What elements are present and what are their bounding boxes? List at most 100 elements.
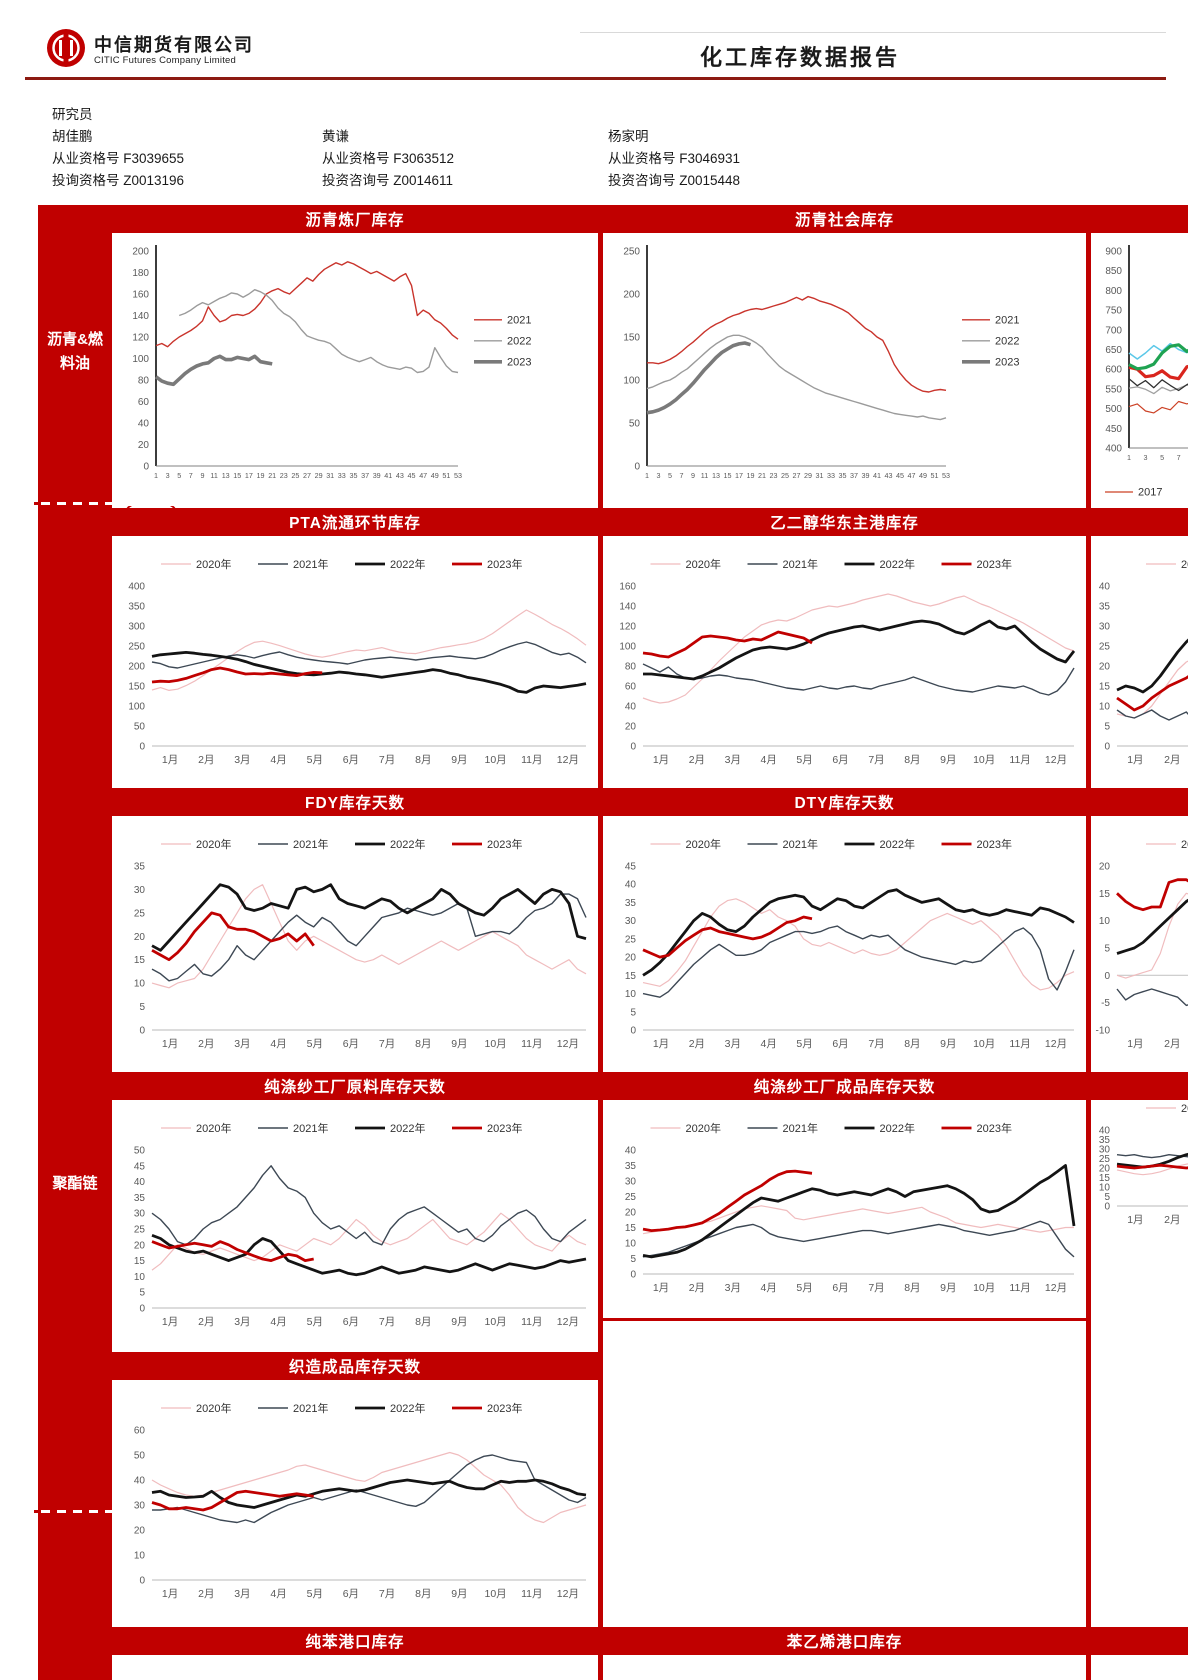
svg-text:9: 9 (691, 471, 695, 480)
svg-text:2023年: 2023年 (487, 1121, 522, 1135)
report-title: 化工库存数据报告 (699, 45, 900, 70)
svg-text:2022年: 2022年 (390, 837, 425, 851)
svg-text:400: 400 (128, 582, 145, 593)
svg-text:30: 30 (134, 1209, 146, 1220)
svg-text:2017: 2017 (1138, 487, 1162, 499)
svg-text:30: 30 (134, 885, 146, 896)
header-top-divider (580, 32, 1166, 33)
svg-text:5: 5 (668, 471, 672, 480)
svg-text:5: 5 (177, 471, 181, 480)
svg-text:5月: 5月 (796, 754, 812, 766)
svg-text:40: 40 (134, 1476, 146, 1487)
svg-text:500: 500 (1105, 404, 1122, 415)
svg-text:19: 19 (747, 471, 755, 480)
svg-text:35: 35 (839, 471, 847, 480)
svg-text:200: 200 (128, 662, 145, 673)
svg-text:35: 35 (625, 1161, 637, 1172)
svg-text:0: 0 (143, 462, 149, 473)
svg-text:1月: 1月 (653, 1038, 669, 1050)
svg-text:2023年: 2023年 (487, 837, 522, 851)
svg-text:120: 120 (619, 622, 636, 633)
svg-text:11: 11 (210, 471, 217, 480)
svg-text:10: 10 (1099, 1183, 1111, 1194)
svg-text:100: 100 (619, 642, 636, 653)
svg-text:39: 39 (373, 471, 381, 480)
chart-row3-right-partial: 20151050-5-101月2月3月4月5月6月7月8月9月10月11月12月… (1091, 816, 1188, 1070)
svg-text:2023: 2023 (507, 356, 531, 368)
svg-text:0: 0 (630, 1270, 636, 1281)
svg-text:13: 13 (222, 471, 230, 480)
svg-text:0: 0 (139, 1576, 145, 1587)
svg-text:50: 50 (134, 1146, 146, 1157)
svg-text:11月: 11月 (521, 1588, 542, 1600)
svg-text:5月: 5月 (307, 1588, 323, 1600)
svg-text:12月: 12月 (1045, 1038, 1067, 1050)
svg-text:20: 20 (1099, 1164, 1111, 1175)
svg-text:2022年: 2022年 (880, 837, 915, 851)
section-title-styrene: 苯乙烯港口库存 (603, 1627, 1086, 1655)
column-divider (598, 205, 603, 1680)
svg-text:750: 750 (1105, 306, 1122, 317)
svg-text:15: 15 (134, 1256, 146, 1267)
svg-text:2021年: 2021年 (783, 837, 818, 851)
researcher-advisory: 投资咨询号 Z0015448 (608, 173, 741, 188)
svg-text:3: 3 (657, 471, 661, 480)
svg-text:160: 160 (619, 582, 636, 593)
company-name-en: CITIC Futures Company Limited (94, 55, 237, 66)
svg-text:0: 0 (139, 1026, 145, 1037)
svg-text:23: 23 (280, 471, 288, 480)
svg-text:3: 3 (166, 471, 170, 480)
svg-text:5月: 5月 (307, 1038, 323, 1050)
svg-text:2月: 2月 (198, 1316, 214, 1328)
svg-text:25: 25 (625, 934, 637, 945)
svg-text:41: 41 (873, 471, 881, 480)
svg-text:35: 35 (1099, 602, 1111, 613)
svg-text:0: 0 (630, 1026, 636, 1037)
svg-text:2月: 2月 (689, 754, 705, 766)
svg-text:5月: 5月 (307, 1316, 323, 1328)
svg-text:2022年: 2022年 (880, 557, 915, 571)
svg-text:100: 100 (128, 702, 145, 713)
svg-text:2月: 2月 (1164, 1038, 1180, 1050)
svg-text:30: 30 (625, 916, 637, 927)
svg-text:6月: 6月 (343, 1316, 359, 1328)
section-title-fdy: FDY库存天数 (112, 788, 598, 816)
svg-text:8月: 8月 (415, 1316, 431, 1328)
svg-text:40: 40 (138, 419, 150, 430)
svg-text:20: 20 (1099, 862, 1111, 873)
svg-text:2022: 2022 (995, 335, 1019, 347)
svg-text:160: 160 (132, 290, 149, 301)
svg-text:180: 180 (132, 268, 149, 279)
svg-text:1月: 1月 (653, 1282, 669, 1294)
svg-text:4月: 4月 (761, 754, 777, 766)
svg-text:700: 700 (1105, 325, 1122, 336)
svg-text:25: 25 (134, 908, 146, 919)
svg-text:20: 20 (134, 932, 146, 943)
svg-text:12月: 12月 (557, 1316, 579, 1328)
section-title-right-partial (1091, 788, 1188, 816)
svg-text:2020年: 2020年 (196, 1401, 231, 1415)
svg-text:35: 35 (350, 471, 358, 480)
svg-text:5: 5 (1160, 453, 1164, 462)
svg-text:4月: 4月 (761, 1282, 777, 1294)
svg-text:0: 0 (1104, 1202, 1110, 1213)
svg-text:9月: 9月 (451, 1316, 467, 1328)
section-title-right-partial (1091, 205, 1188, 233)
svg-text:4月: 4月 (270, 1038, 286, 1050)
svg-text:2021年: 2021年 (293, 837, 328, 851)
sidebar-label-polyester-chain: 聚酯链 (52, 1175, 98, 1192)
svg-text:10月: 10月 (485, 1316, 507, 1328)
svg-text:6月: 6月 (832, 754, 848, 766)
svg-text:100: 100 (132, 354, 149, 365)
svg-text:10: 10 (625, 1239, 637, 1250)
svg-text:9: 9 (201, 471, 205, 480)
researchers-block: 黄谦 从业资格号 F3063512 投资咨询号 Z0014611 (322, 126, 454, 192)
svg-text:1: 1 (1127, 453, 1131, 462)
svg-text:5: 5 (1104, 944, 1110, 955)
section-title-yarn-raw: 纯涤纱工厂原料库存天数 (112, 1072, 598, 1100)
svg-text:2022年: 2022年 (390, 1401, 425, 1415)
svg-text:37: 37 (850, 471, 858, 480)
svg-text:650: 650 (1105, 345, 1122, 356)
svg-text:2021年: 2021年 (293, 1121, 328, 1135)
svg-text:49: 49 (431, 471, 439, 480)
